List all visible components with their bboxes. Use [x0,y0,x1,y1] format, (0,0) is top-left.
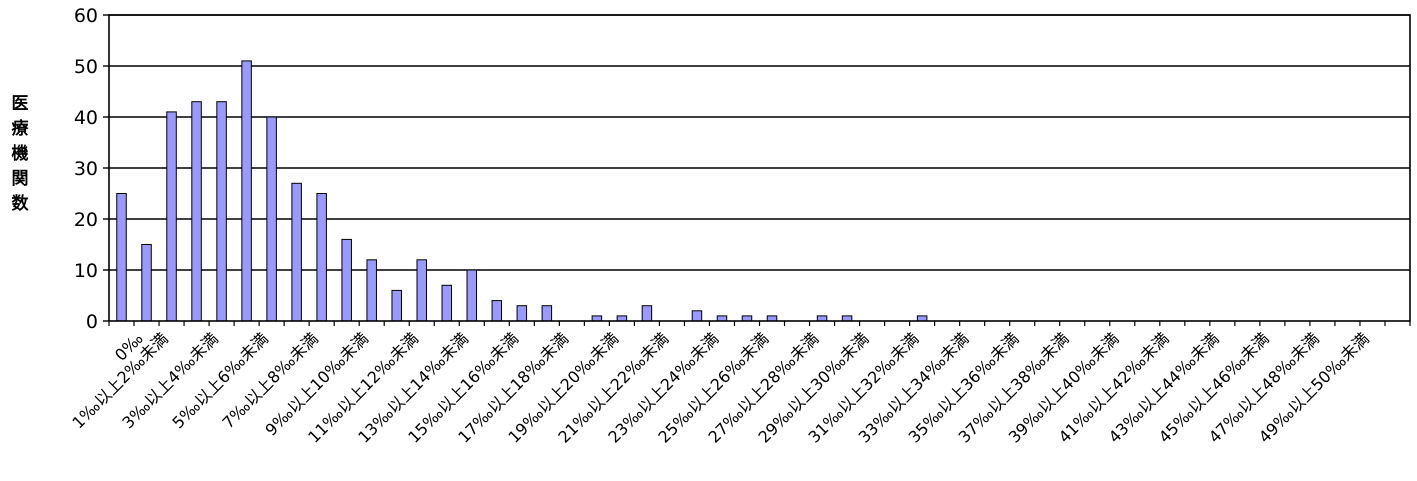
bar [491,300,503,322]
bars [116,60,928,322]
y-tick-labels: 0 10 20 30 40 50 60 [74,5,109,333]
bar [116,193,127,322]
bar [266,116,277,322]
x-tick-labels: 0‰1‰以上2‰未満3‰以上4‰未満5‰以上6‰未満7‰以上8‰未満9‰以上10… [68,329,1372,447]
bar [641,305,653,322]
y-axis-title-char: 療 [11,119,29,139]
bar [316,193,327,322]
axes [108,14,1411,326]
y-tick-label: 40 [74,107,98,129]
bar [216,101,227,322]
bar [416,259,427,322]
gridlines [109,14,1410,271]
y-tick-label: 10 [74,260,98,282]
bar [366,259,377,322]
y-axis-title: 医療機関数 [2,92,38,217]
bar [166,111,177,322]
y-axis-title-char: 数 [11,194,29,214]
bar [441,284,453,322]
bar [141,244,152,322]
y-axis-title-char: 機 [11,144,29,164]
y-tick-label: 60 [74,5,98,27]
y-tick-label: 30 [74,158,98,180]
bar [691,310,703,322]
y-axis-title-char: 医 [11,94,29,114]
y-tick-label: 20 [74,209,98,231]
y-tick-label: 0 [86,311,98,333]
bar [241,60,252,322]
bar [516,305,528,322]
bar [341,238,352,322]
bar [466,269,478,322]
y-tick-label: 50 [74,56,98,78]
bar [291,182,302,322]
bar [391,289,402,322]
y-axis-title-char: 関 [11,169,29,189]
bar [191,101,202,322]
bar [541,305,553,322]
